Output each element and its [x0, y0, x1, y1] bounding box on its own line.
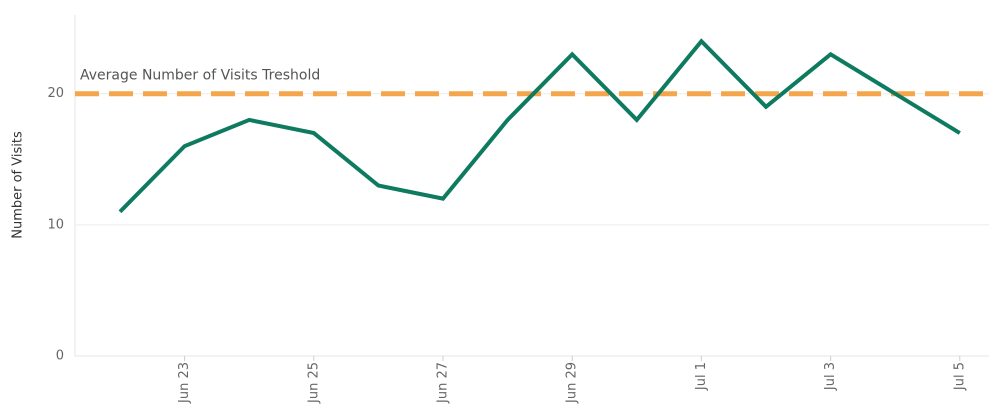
y-tick-label: 0 [56, 349, 64, 364]
y-tick-label: 10 [47, 217, 64, 232]
x-tick-label: Jul 5 [952, 362, 967, 391]
series-line [118, 38, 961, 214]
reference-label: Average Number of Visits Treshold [80, 68, 320, 84]
y-axis-label: Number of Visits [11, 131, 26, 239]
x-tick-label: Jun 27 [436, 362, 451, 404]
x-tick-label: Jul 3 [823, 362, 838, 391]
x-tick-label: Jun 25 [306, 362, 321, 404]
x-tick-label: Jun 29 [565, 362, 580, 404]
y-tick-label: 20 [47, 86, 64, 101]
x-tick-label: Jun 23 [177, 362, 192, 404]
x-tick-label: Jul 1 [694, 362, 709, 391]
